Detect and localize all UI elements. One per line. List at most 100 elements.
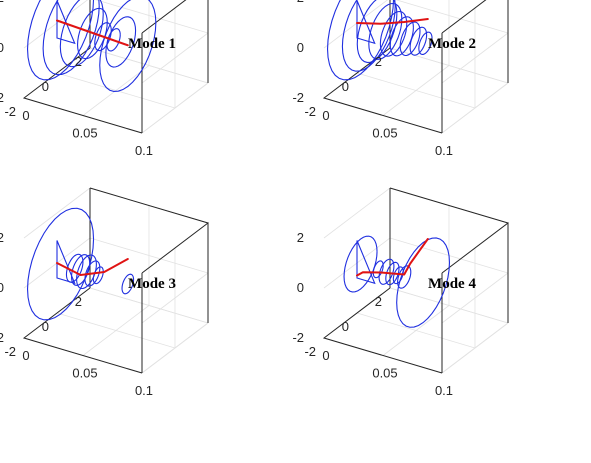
y-tick-label: 2	[375, 54, 382, 69]
subplot-4: 2 0 -2 2 0 -2 0 0.05 0.1 Mode 4	[292, 187, 510, 398]
z-tick-label: 2	[297, 0, 304, 5]
x-axis: 0 0.05 0.1	[22, 108, 153, 158]
z-tick-label: -2	[292, 90, 304, 105]
x-tick-label: 0.1	[135, 383, 153, 398]
ring-2	[341, 0, 396, 72]
subplot-3: 2 0 -2 2 0 -2 0 0.05 0.1 Mode 3	[0, 187, 210, 398]
ring-1	[26, 207, 95, 321]
subplot-title: Mode 1	[128, 36, 176, 52]
x-axis: 0 0.05 0.1	[322, 108, 453, 158]
y-tick-label: 2	[375, 294, 382, 309]
z-tick-label: 2	[297, 230, 304, 245]
z-tick-label: -2	[0, 330, 4, 345]
ring-7	[396, 237, 451, 328]
beam-centerline	[356, 238, 429, 277]
ring-3	[356, 0, 398, 63]
grid	[323, 187, 509, 374]
ring-1	[26, 0, 95, 81]
axes-box	[322, 0, 509, 134]
ring-6	[389, 16, 414, 57]
ring-8	[409, 26, 428, 56]
ring-5	[84, 260, 101, 287]
y-axis: 2 0 -2	[4, 54, 82, 119]
z-axis: 2 0 -2	[292, 230, 304, 345]
z-tick-label: 0	[297, 40, 304, 55]
y-axis: 2 0 -2	[304, 294, 382, 359]
ring-6	[92, 266, 104, 285]
ring-2	[42, 0, 100, 76]
support-marker	[356, 0, 376, 45]
beam-centerline	[356, 18, 429, 25]
x-tick-label: 0	[322, 348, 329, 363]
x-axis: 0 0.05 0.1	[322, 348, 453, 398]
subplot-title: Mode 2	[428, 36, 476, 52]
z-tick-label: -2	[292, 330, 304, 345]
x-tick-label: 0.1	[135, 143, 153, 158]
ring-8	[99, 0, 157, 92]
x-tick-label: 0	[322, 108, 329, 123]
ring-4	[76, 254, 97, 290]
z-tick-label: 2	[0, 230, 4, 245]
z-tick-label: 0	[0, 40, 4, 55]
subplot-title: Mode 3	[128, 276, 176, 292]
x-tick-label: 0.05	[372, 366, 397, 381]
y-tick-label: 2	[75, 294, 82, 309]
ring-7	[399, 21, 421, 57]
z-tick-label: 0	[0, 280, 4, 295]
z-axis: 2 0 -2	[0, 230, 4, 345]
y-axis: 2 0 -2	[4, 294, 82, 359]
mode-shape-rings	[343, 235, 451, 328]
z-tick-label: 2	[0, 0, 4, 5]
mode-shape-rings	[26, 207, 135, 321]
y-tick-label: -2	[304, 344, 316, 359]
ring-1	[326, 0, 395, 81]
x-tick-label: 0.05	[72, 126, 97, 141]
ring-4	[385, 261, 400, 286]
ring-1	[343, 235, 378, 293]
y-axis: 2 0 -2	[304, 54, 382, 119]
ring-4	[368, 2, 403, 60]
y-tick-label: -2	[304, 104, 316, 119]
axes-box	[322, 187, 510, 374]
ring-3	[59, 0, 104, 68]
ring-4	[76, 7, 108, 60]
z-tick-label: 0	[297, 280, 304, 295]
y-tick-label: -2	[4, 344, 16, 359]
z-axis: 2 0 -2	[0, 0, 4, 105]
y-tick-label: 0	[342, 319, 349, 334]
z-axis: 2 0 -2	[292, 0, 304, 105]
ring-7	[105, 16, 137, 68]
support-marker	[56, 0, 76, 45]
x-tick-label: 0.1	[435, 143, 453, 158]
x-tick-label: 0.05	[372, 126, 397, 141]
y-tick-label: 2	[75, 54, 82, 69]
mode-shape-rings	[326, 0, 433, 81]
support-marker	[356, 240, 376, 285]
grid	[23, 187, 209, 374]
y-tick-label: 0	[342, 79, 349, 94]
x-axis: 0 0.05 0.1	[22, 348, 153, 398]
z-tick-label: -2	[0, 90, 4, 105]
subplot-title: Mode 4	[428, 276, 476, 292]
subplot-1: 2 0 -2 2 0 -2 0 0.05 0.1 Mode 1	[0, 0, 209, 158]
beam-centerline	[56, 19, 129, 47]
subplot-2: 2 0 -2 2 0 -2 0 0.05 0.1 Mode 2	[292, 0, 509, 158]
x-tick-label: 0	[22, 348, 29, 363]
ring-3	[378, 258, 395, 285]
beam-centerline	[56, 258, 129, 276]
y-tick-label: -2	[4, 104, 16, 119]
y-tick-label: 0	[42, 319, 49, 334]
x-tick-label: 0.1	[435, 383, 453, 398]
ring-7	[121, 273, 135, 295]
ring-9	[418, 31, 433, 56]
support-marker	[56, 240, 76, 285]
x-tick-label: 0.05	[72, 366, 97, 381]
x-tick-label: 0	[22, 108, 29, 123]
axes-box	[22, 187, 210, 374]
y-tick-label: 0	[42, 79, 49, 94]
ring-6	[397, 265, 412, 289]
ring-2	[372, 260, 384, 279]
ring-2	[65, 253, 84, 283]
mode-shape-rings	[26, 0, 157, 92]
